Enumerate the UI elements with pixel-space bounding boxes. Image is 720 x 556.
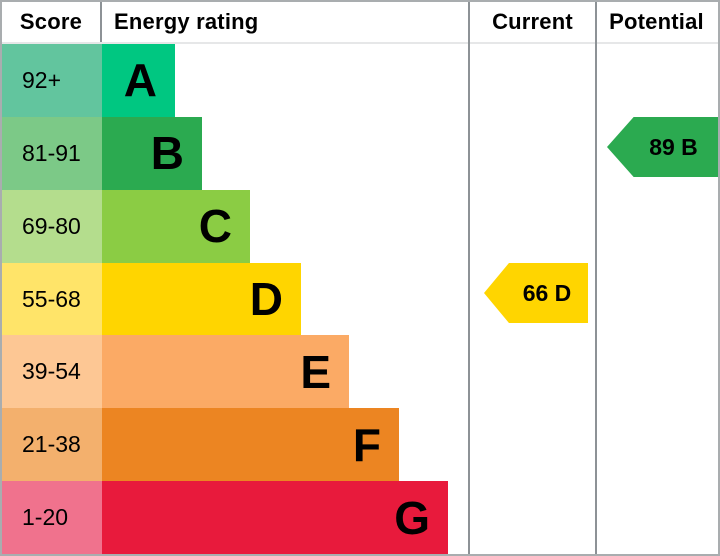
current-rating-arrow: 66 D xyxy=(484,263,588,323)
band-bar-f: F xyxy=(102,408,399,482)
header-divider-line xyxy=(2,42,718,44)
score-range-g: 1-20 xyxy=(2,481,102,554)
header-current: Current xyxy=(492,9,573,34)
band-bar-a: A xyxy=(102,44,175,117)
current-column-divider xyxy=(468,2,470,554)
score-range-d: 55-68 xyxy=(2,262,102,336)
band-row-d: 55-68 D xyxy=(2,262,718,336)
band-bar-g: G xyxy=(102,481,448,554)
band-bar-e: E xyxy=(102,335,349,409)
score-range-c: 69-80 xyxy=(2,189,102,263)
header-score: Score xyxy=(2,2,102,42)
band-row-g: 1-20 G xyxy=(2,481,718,554)
band-bar-c: C xyxy=(102,189,250,263)
potential-rating-arrow: 89 B xyxy=(607,117,718,177)
score-range-b: 81-91 xyxy=(2,116,102,190)
band-bar-b: B xyxy=(102,116,202,190)
score-range-f: 21-38 xyxy=(2,408,102,482)
score-range-a: 92+ xyxy=(2,44,102,117)
band-bar-d: D xyxy=(102,262,301,336)
band-row-a: 92+ A xyxy=(2,44,718,117)
current-rating-label: 66 D xyxy=(522,279,572,306)
header-energy-rating: Energy rating xyxy=(114,9,259,34)
potential-rating-label: 89 B xyxy=(649,133,698,160)
energy-band-rows: 92+ A 81-91 B 69-80 C 55-68 D 39-54 E 21-38 F 1-20 G xyxy=(2,44,718,554)
header-potential: Potential xyxy=(609,9,704,34)
band-row-e: 39-54 E xyxy=(2,335,718,409)
potential-column-divider xyxy=(595,2,597,554)
band-row-f: 21-38 F xyxy=(2,408,718,482)
score-range-e: 39-54 xyxy=(2,335,102,409)
band-row-b: 81-91 B xyxy=(2,116,718,190)
band-row-c: 69-80 C xyxy=(2,189,718,263)
